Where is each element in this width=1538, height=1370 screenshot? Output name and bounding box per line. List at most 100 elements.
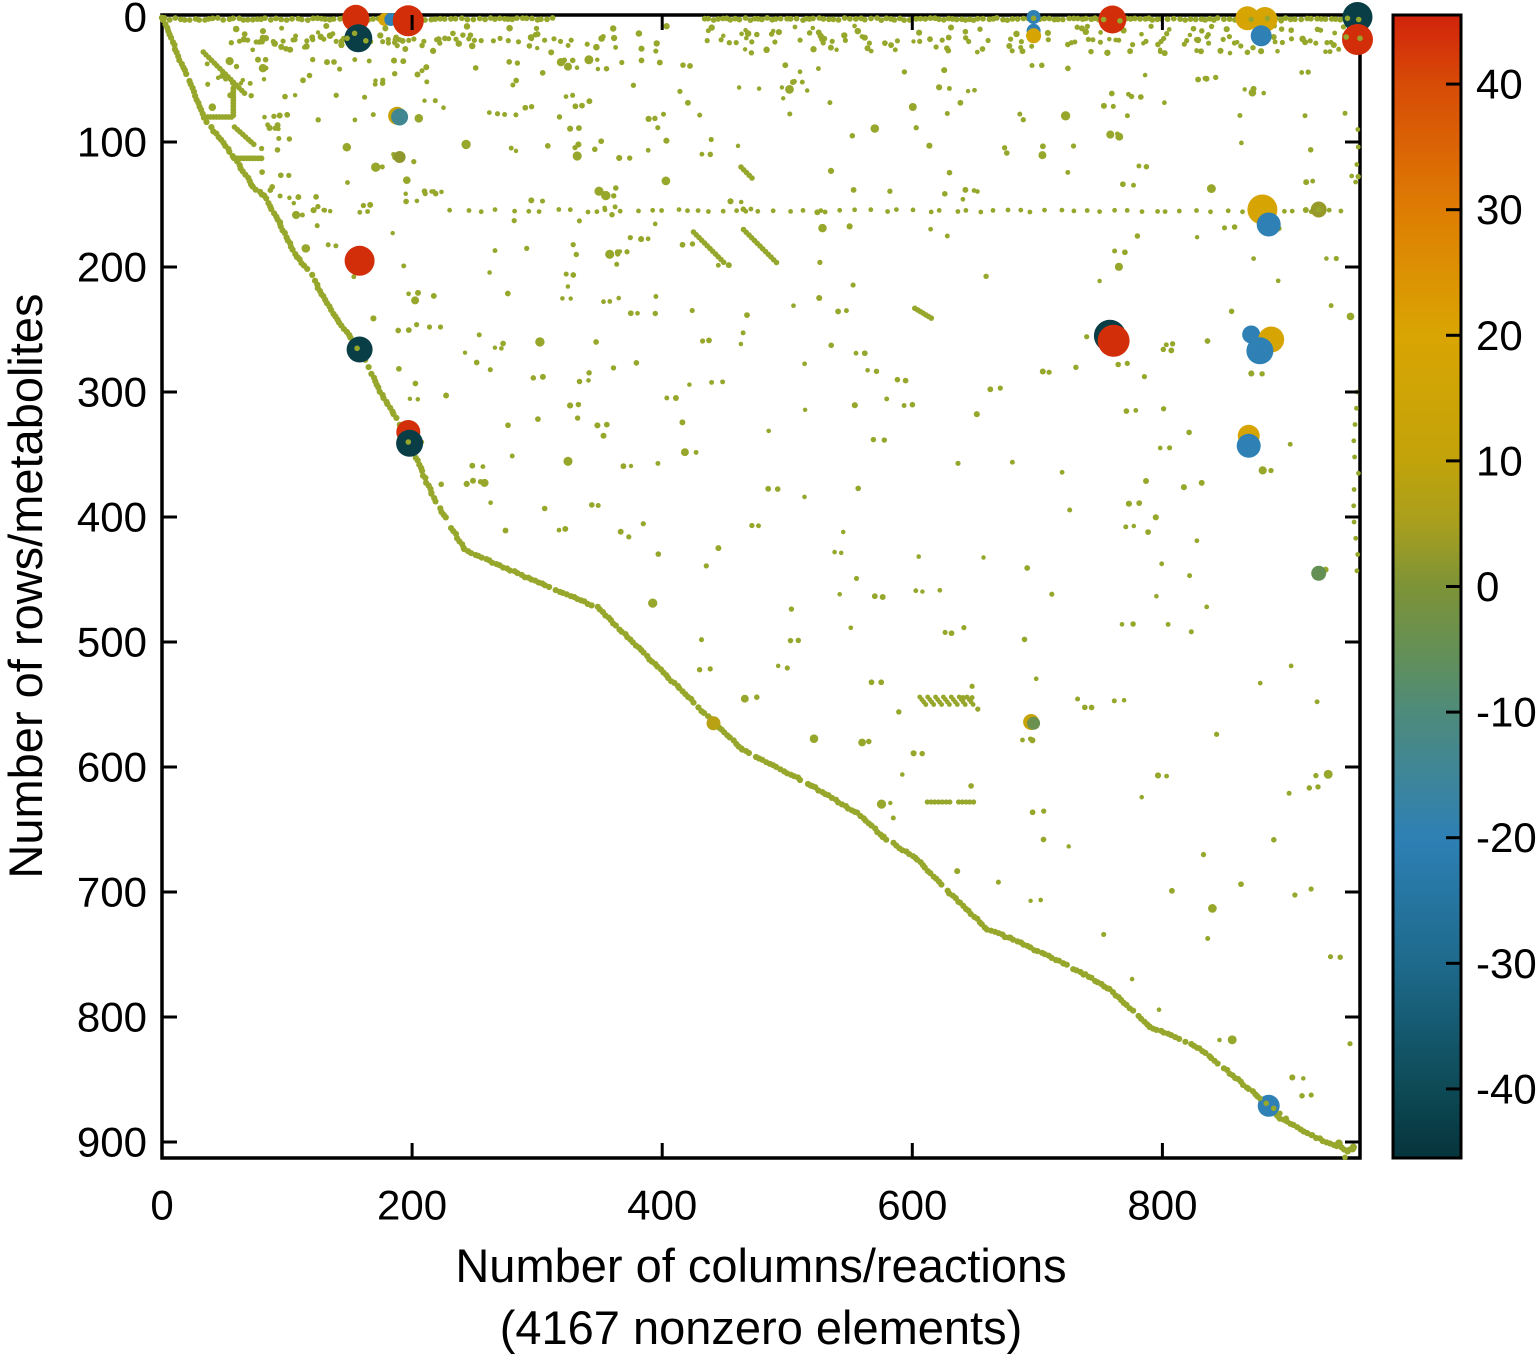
data-point: [557, 38, 564, 45]
data-point: [707, 151, 714, 158]
data-point: [1221, 225, 1228, 231]
data-point: [1349, 173, 1355, 179]
data-point: [609, 211, 615, 218]
data-point: [1082, 28, 1090, 36]
data-point: [1123, 408, 1130, 414]
data-point: [663, 23, 670, 30]
data-point: [598, 138, 605, 145]
data-point: [462, 350, 468, 355]
data-point: [1292, 892, 1298, 898]
data-point: [541, 505, 548, 512]
data-point: [352, 117, 358, 123]
data-point: [638, 57, 645, 64]
data-point: [627, 234, 633, 241]
data-point: [1033, 676, 1039, 682]
data-point: [1137, 94, 1144, 100]
data-point: [259, 39, 265, 45]
data-point: [360, 202, 367, 209]
data-point: [278, 16, 285, 23]
data-point: [1258, 48, 1265, 55]
data-point: [1242, 87, 1247, 92]
data-point: [1060, 111, 1071, 121]
data-point: [1027, 209, 1033, 215]
data-point: [851, 402, 858, 409]
data-point: [619, 59, 625, 66]
data-point: [321, 36, 327, 42]
plot-border: [160, 13, 1362, 1160]
data-point: [1028, 898, 1033, 904]
data-point: [672, 395, 679, 401]
data-point: [1177, 16, 1183, 22]
data-point: [314, 223, 320, 229]
data-point: [166, 16, 173, 23]
data-point: [1306, 785, 1313, 791]
data-point: [828, 342, 834, 349]
data-point: [956, 799, 962, 805]
data-point: [563, 456, 573, 466]
data-point: [627, 155, 633, 161]
data-point: [943, 799, 949, 805]
diagonal-point: [263, 195, 270, 202]
data-point: [822, 209, 828, 215]
data-point: [1066, 844, 1071, 849]
data-point: [593, 339, 599, 345]
data-point: [259, 169, 265, 175]
data-point: [1198, 48, 1204, 55]
data-point: [396, 36, 403, 43]
data-point: [743, 35, 749, 41]
x-tick-label: 800: [1127, 1182, 1197, 1229]
data-point: [1346, 312, 1355, 321]
data-point: [1059, 469, 1065, 475]
data-point: [310, 56, 316, 63]
data-point: [795, 637, 802, 644]
data-point: [1009, 48, 1015, 54]
data-point: [1330, 41, 1337, 49]
data-point: [853, 575, 860, 581]
y-tick-label: 0: [124, 0, 147, 41]
data-point-large: [344, 24, 373, 53]
data-point: [1123, 524, 1129, 530]
data-point: [873, 368, 880, 375]
data-point: [505, 422, 511, 429]
data-point: [981, 555, 986, 560]
data-point: [826, 16, 832, 23]
data-point: [1286, 790, 1292, 796]
data-point: [586, 378, 591, 383]
data-point: [524, 245, 530, 252]
data-point: [774, 486, 781, 492]
data-point: [441, 16, 448, 22]
data-point: [432, 98, 438, 104]
data-point: [743, 27, 748, 33]
data-point: [782, 62, 789, 69]
data-point: [600, 432, 607, 439]
data-point: [214, 15, 221, 21]
data-point: [1021, 636, 1028, 643]
data-point: [419, 42, 425, 49]
data-point: [878, 679, 885, 686]
data-point: [1029, 737, 1036, 744]
colorbar-tick-label: 30: [1476, 186, 1523, 233]
data-point: [832, 549, 837, 555]
data-point: [800, 208, 806, 213]
data-point: [947, 24, 955, 31]
data-point: [1239, 140, 1244, 146]
overlay-point: [1264, 15, 1271, 22]
data-point: [371, 162, 381, 172]
x-axis-title: Number of columns/reactions: [455, 1239, 1066, 1292]
data-point: [1114, 262, 1123, 271]
data-point: [1013, 30, 1020, 38]
overlay-point: [1270, 1105, 1277, 1112]
data-point: [1139, 209, 1145, 215]
data-point: [720, 208, 726, 214]
data-point: [725, 262, 732, 269]
data-point: [403, 198, 409, 205]
data-point: [506, 59, 513, 65]
data-point: [1085, 36, 1091, 43]
data-point: [866, 40, 873, 46]
data-point: [439, 189, 444, 195]
data-point: [1121, 697, 1127, 703]
data-point: [446, 36, 452, 42]
data-point: [987, 386, 994, 393]
data-point: [584, 55, 594, 65]
data-point: [766, 428, 772, 434]
